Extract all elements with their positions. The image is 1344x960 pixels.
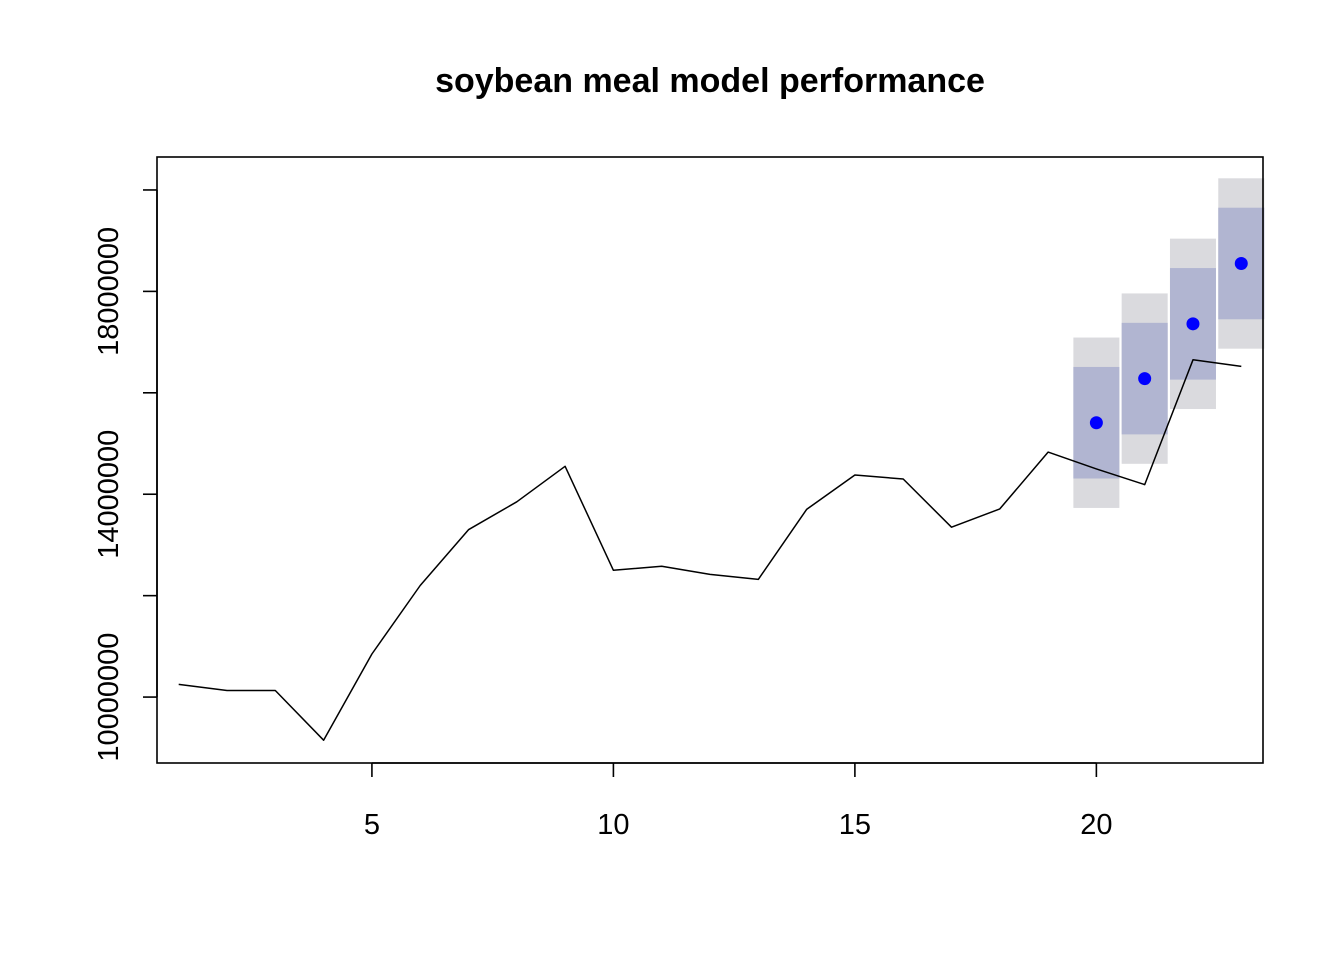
x-tick-label: 20	[1080, 809, 1112, 841]
x-tick-label: 5	[364, 809, 380, 841]
actual-line	[178, 359, 1242, 741]
y-tick-label: 14000000	[93, 430, 125, 559]
actual-series	[178, 359, 1242, 741]
forecast-point	[1138, 372, 1152, 386]
x-axis: 5 10 15 20	[364, 762, 1113, 841]
x-tick-label: 15	[839, 809, 871, 841]
x-tick-label: 10	[597, 809, 629, 841]
forecast-intervals	[1073, 178, 1265, 508]
y-tick-label: 18000000	[93, 227, 125, 356]
forecast-point	[1186, 317, 1200, 331]
forecast-point	[1089, 416, 1103, 430]
chart-title: soybean meal model performance	[435, 62, 985, 100]
y-axis: 10000000 14000000 18000000	[93, 189, 158, 762]
forecast-points	[1089, 256, 1248, 430]
forecast-point	[1234, 256, 1248, 270]
y-tick-label: 10000000	[93, 633, 125, 762]
